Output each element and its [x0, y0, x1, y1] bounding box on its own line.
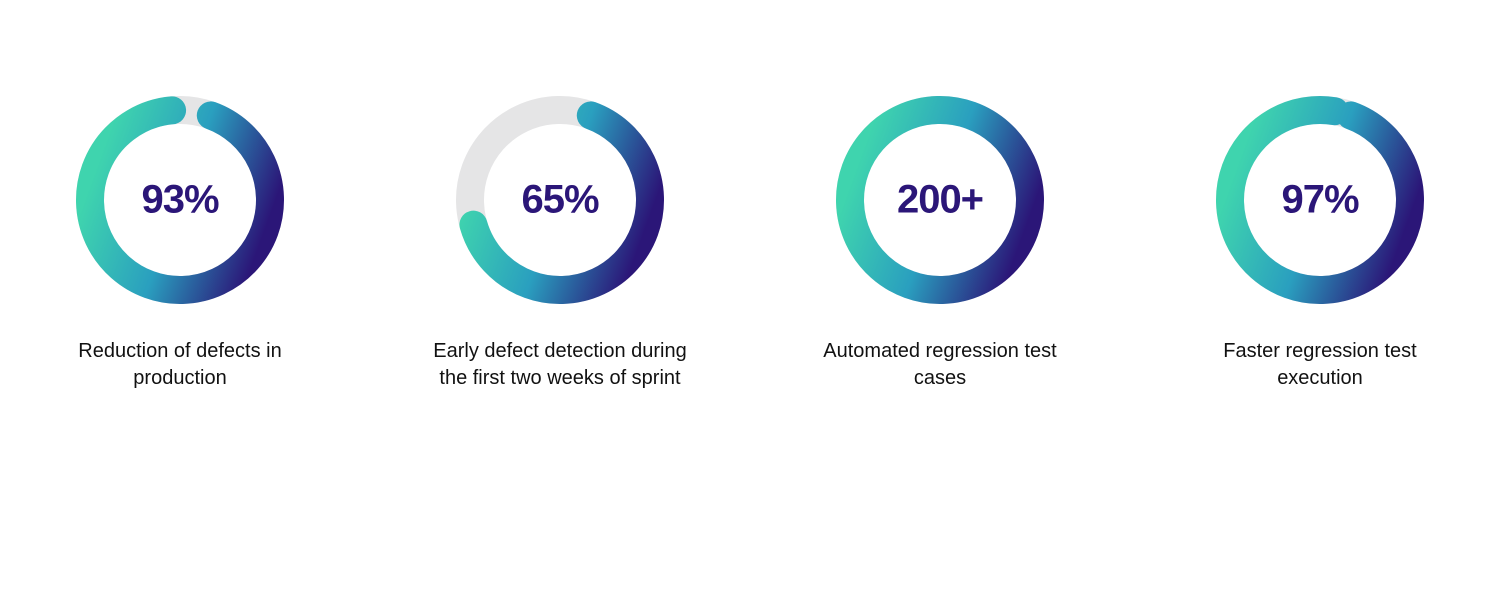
donut-value: 65% [521, 178, 598, 223]
stats-row: 93% Reduction of defects in production 65%… [50, 90, 1450, 392]
stat-item: 200+ Automated regression test cases [810, 90, 1070, 392]
stat-item: 65% Early defect detection during the fir… [430, 90, 690, 392]
stat-item: 97% Faster regression test execution [1190, 90, 1450, 392]
stat-caption: Faster regression test execution [1190, 338, 1450, 392]
stat-item: 93% Reduction of defects in production [50, 90, 310, 392]
donut-chart: 65% [450, 90, 670, 310]
donut-value: 97% [1281, 178, 1358, 223]
donut-chart: 97% [1210, 90, 1430, 310]
stat-caption: Automated regression test cases [810, 338, 1070, 392]
donut-chart: 93% [70, 90, 290, 310]
stat-caption: Reduction of defects in production [50, 338, 310, 392]
donut-value: 200+ [897, 178, 983, 223]
stat-caption: Early defect detection during the first … [430, 338, 690, 392]
donut-chart: 200+ [830, 90, 1050, 310]
donut-value: 93% [141, 178, 218, 223]
